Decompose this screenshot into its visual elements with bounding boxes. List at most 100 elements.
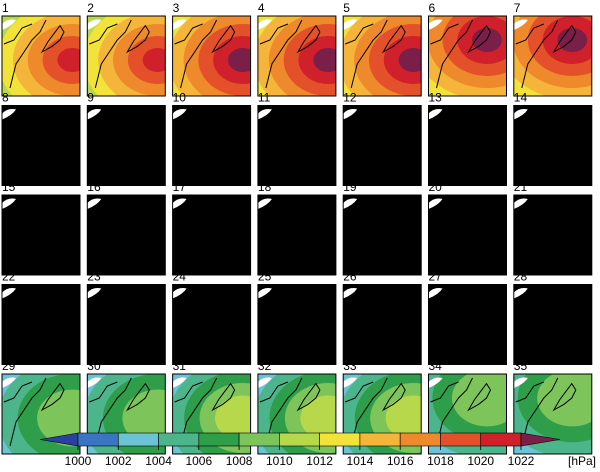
map-field bbox=[227, 48, 251, 72]
coastline bbox=[515, 377, 577, 447]
map-panel bbox=[428, 105, 507, 186]
coastline bbox=[430, 109, 492, 178]
colorbar-segment bbox=[198, 432, 240, 447]
coastline bbox=[89, 19, 150, 89]
panel-label: 26 bbox=[343, 270, 357, 284]
panel-frame bbox=[1, 284, 81, 365]
panel-frame bbox=[342, 373, 422, 455]
coastline bbox=[345, 288, 406, 357]
panel-frame bbox=[513, 373, 593, 455]
panel-frame bbox=[86, 15, 166, 97]
map-field bbox=[227, 137, 251, 162]
panel-frame bbox=[1, 15, 81, 97]
map-field bbox=[537, 374, 592, 427]
coastline bbox=[515, 109, 577, 178]
map-panel bbox=[172, 16, 251, 96]
map-field bbox=[313, 227, 336, 251]
land-mass bbox=[172, 198, 187, 209]
map-panel bbox=[343, 105, 422, 186]
coastline bbox=[259, 109, 321, 178]
land-mass bbox=[428, 288, 443, 299]
land-mass bbox=[257, 198, 272, 209]
panel-frame bbox=[172, 15, 252, 97]
panel-label: 28 bbox=[514, 270, 528, 284]
land-mass bbox=[87, 377, 102, 388]
panel-frame bbox=[172, 105, 252, 186]
map-panel bbox=[172, 105, 251, 186]
land-mass bbox=[172, 19, 187, 30]
land-mass bbox=[343, 109, 358, 120]
panel-frame bbox=[428, 105, 507, 186]
land-mass bbox=[2, 19, 16, 30]
map-panel bbox=[257, 16, 336, 96]
map-field bbox=[142, 137, 166, 162]
map-panel bbox=[343, 195, 422, 275]
coastline bbox=[430, 288, 492, 357]
panel-label: 27 bbox=[429, 270, 443, 284]
map-panel bbox=[257, 195, 336, 275]
map-panel bbox=[513, 374, 592, 454]
map-panel bbox=[2, 105, 80, 186]
land-mass bbox=[343, 377, 358, 388]
panel-label: 17 bbox=[173, 180, 187, 194]
colorbar-tick-label: 1020 bbox=[467, 454, 494, 468]
colorbar-tick-label: 1006 bbox=[185, 454, 212, 468]
coastline bbox=[174, 198, 236, 268]
land-mass bbox=[87, 198, 102, 209]
panel-frame bbox=[257, 373, 337, 455]
coastline bbox=[174, 109, 236, 178]
panel-label: 22 bbox=[2, 270, 16, 284]
map-field bbox=[398, 227, 422, 251]
map-panel bbox=[87, 284, 166, 365]
map-panel bbox=[428, 195, 507, 275]
coastline bbox=[345, 109, 406, 178]
land-mass bbox=[513, 198, 528, 209]
panel-label: 20 bbox=[429, 180, 443, 194]
panel-frame bbox=[172, 194, 252, 276]
panel-frame bbox=[428, 373, 507, 455]
land-mass bbox=[87, 19, 102, 30]
map-field bbox=[122, 389, 166, 447]
panel-frame bbox=[342, 15, 422, 97]
map-panel bbox=[257, 105, 336, 186]
land-mass bbox=[343, 19, 358, 30]
panel-label: 23 bbox=[87, 270, 101, 284]
map-panel bbox=[172, 195, 251, 275]
colorbar-segment bbox=[319, 432, 361, 447]
panel-label: 3 bbox=[173, 1, 180, 15]
coastline bbox=[430, 19, 492, 89]
land-mass bbox=[172, 109, 187, 120]
map-field bbox=[142, 227, 166, 251]
coastline bbox=[259, 288, 321, 357]
panel-label: 21 bbox=[514, 180, 528, 194]
panel-frame bbox=[428, 284, 507, 365]
panel-frame bbox=[342, 194, 422, 276]
map-field bbox=[398, 137, 422, 162]
colorbar-segment bbox=[77, 432, 119, 447]
map-panel bbox=[2, 16, 80, 96]
panel-frame bbox=[86, 194, 166, 276]
map-panel bbox=[87, 105, 166, 186]
map-field bbox=[227, 316, 251, 341]
land-mass bbox=[2, 109, 16, 120]
land-mass bbox=[513, 377, 528, 388]
panel-frame bbox=[342, 105, 422, 186]
colorbar-segment bbox=[117, 432, 159, 447]
colorbar-segment bbox=[359, 432, 401, 447]
panel-label: 19 bbox=[343, 180, 357, 194]
coastline bbox=[345, 19, 406, 89]
panel-label: 12 bbox=[343, 91, 357, 105]
coastline bbox=[259, 377, 321, 447]
colorbar-tick-label: 1008 bbox=[226, 454, 253, 468]
panel-label: 6 bbox=[429, 1, 436, 15]
coastline bbox=[174, 19, 236, 89]
panel-frame bbox=[1, 194, 81, 276]
map-panel bbox=[513, 195, 592, 275]
coastline bbox=[345, 377, 406, 447]
coastline bbox=[259, 19, 321, 89]
coastline bbox=[89, 288, 150, 357]
map-panel bbox=[2, 374, 80, 454]
panel-frame bbox=[257, 194, 337, 276]
coastline bbox=[174, 288, 236, 357]
panel-frame bbox=[172, 373, 252, 455]
